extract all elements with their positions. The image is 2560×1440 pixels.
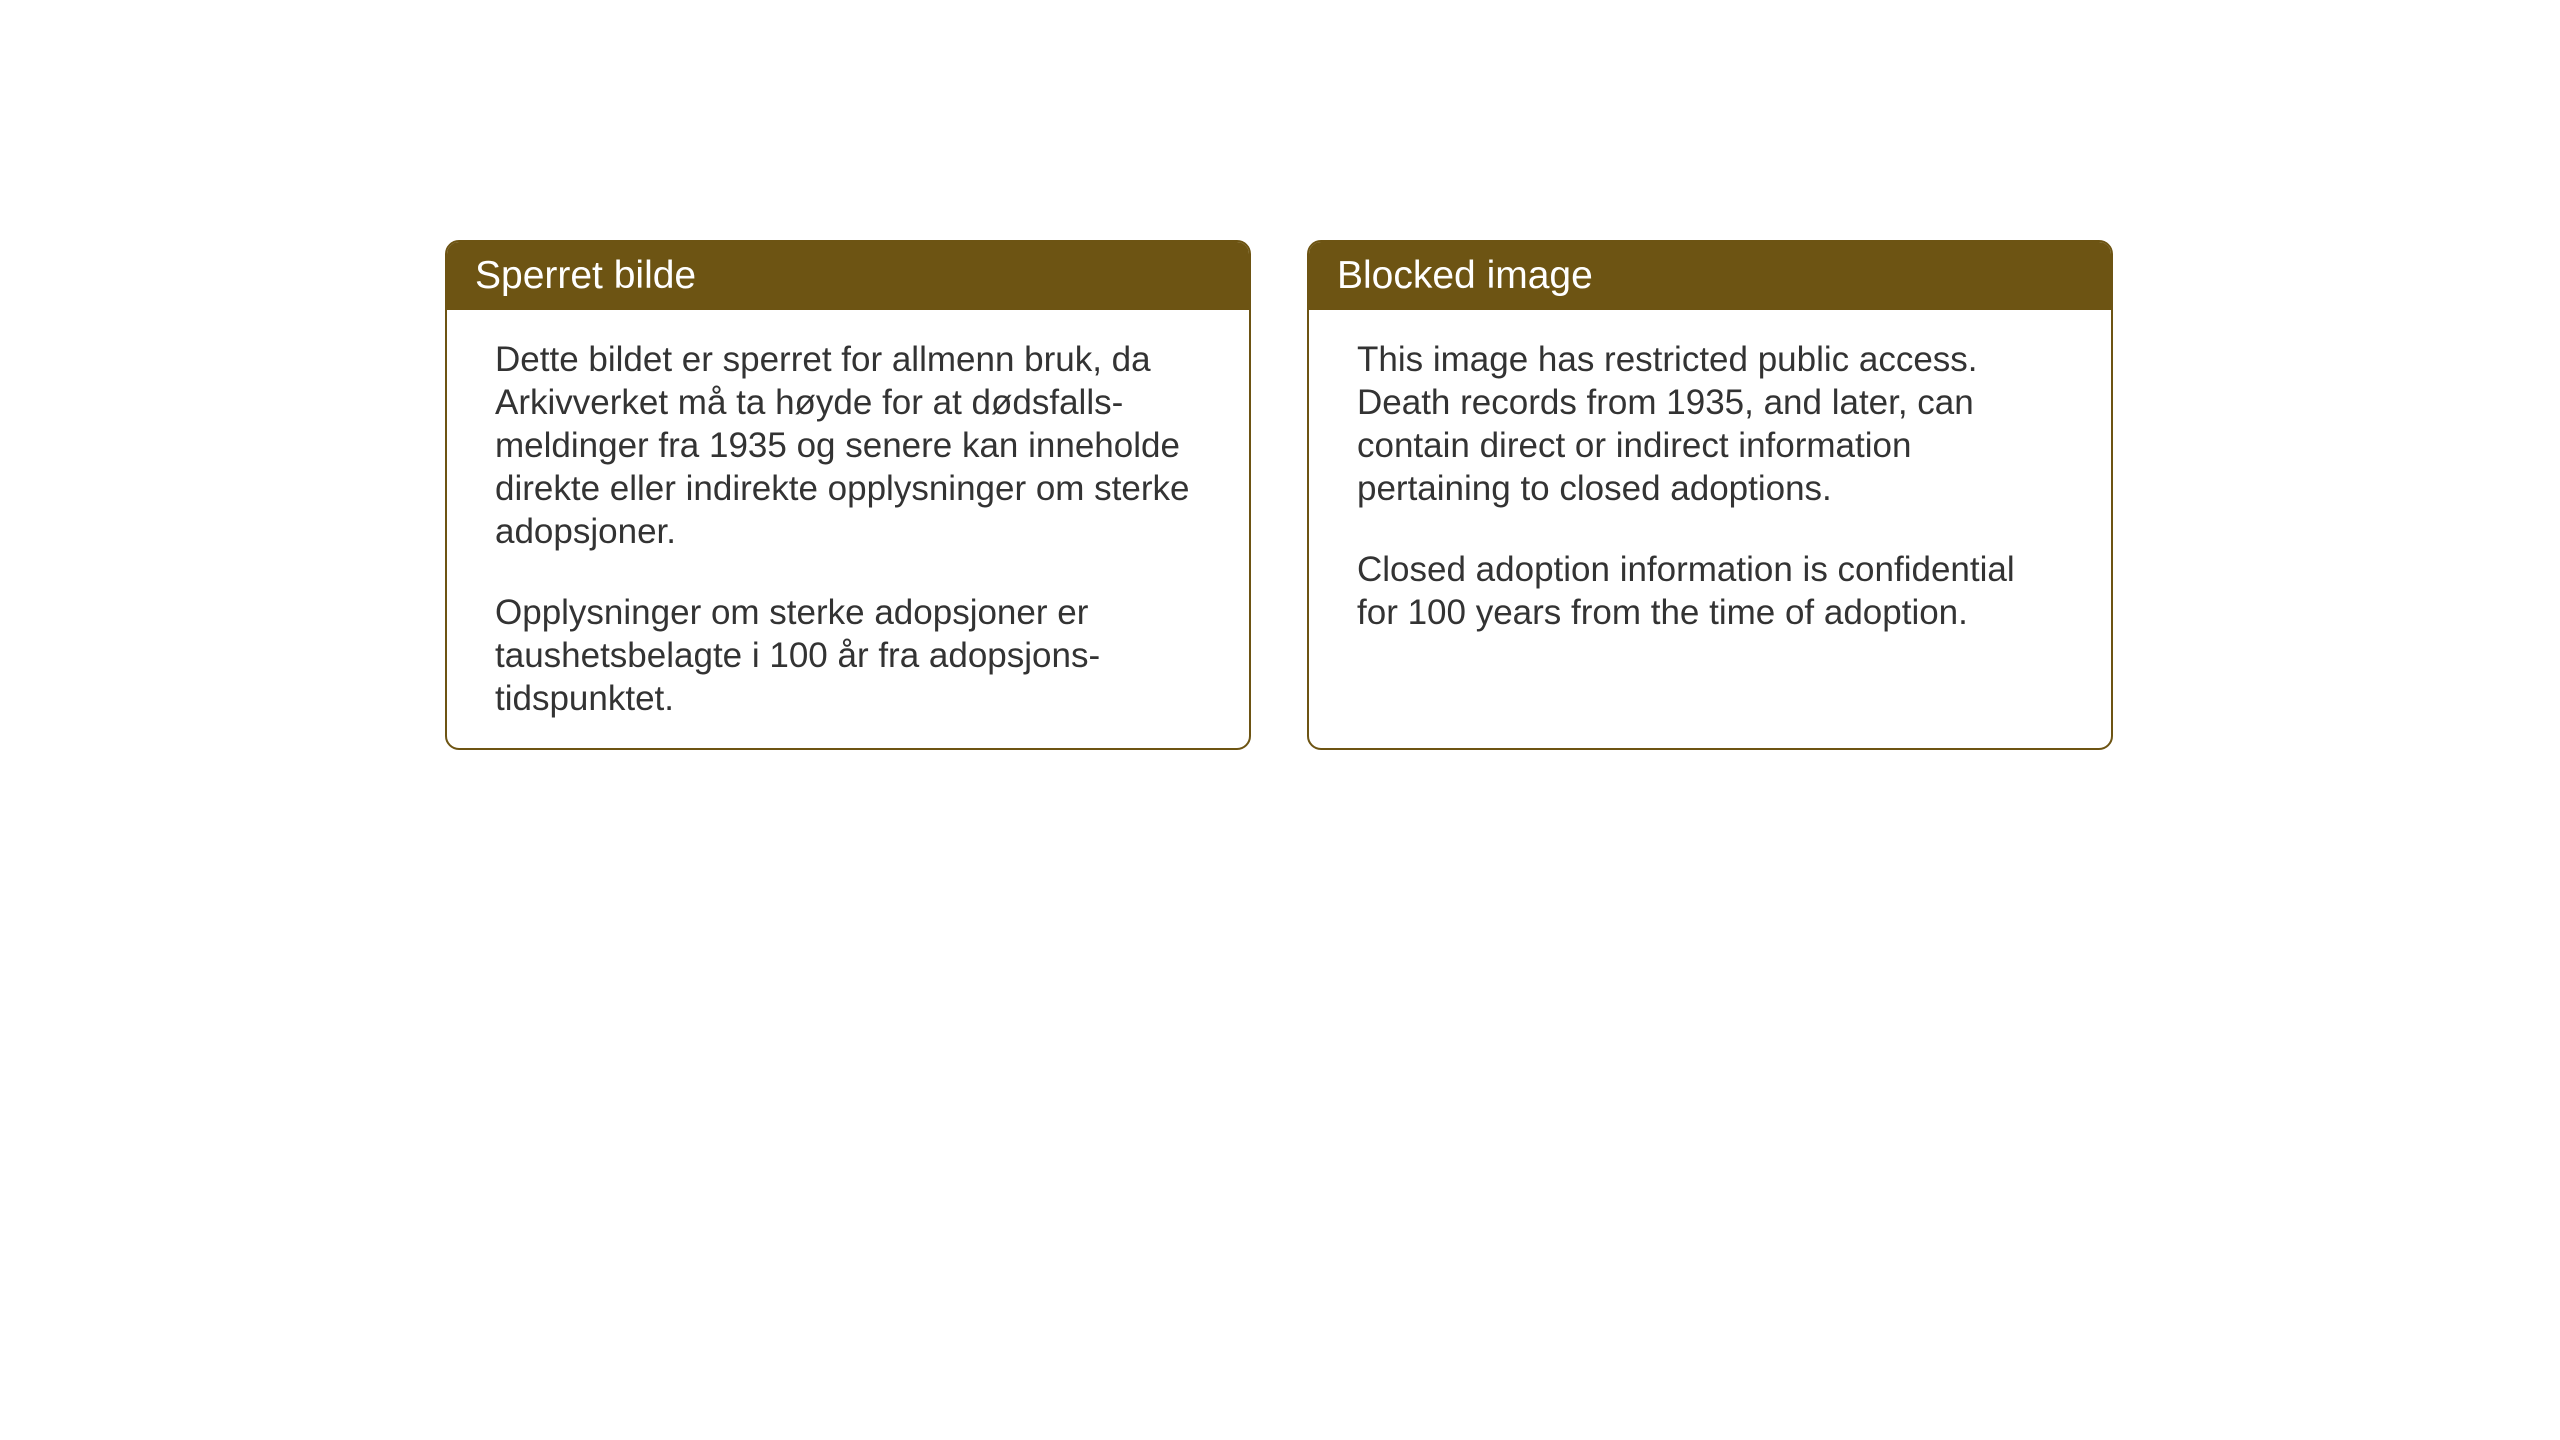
english-card-body: This image has restricted public access.…	[1309, 310, 2111, 674]
english-paragraph-2: Closed adoption information is confident…	[1357, 548, 2063, 634]
norwegian-card-body: Dette bildet er sperret for allmenn bruk…	[447, 310, 1249, 750]
norwegian-paragraph-2: Opplysninger om sterke adopsjoner er tau…	[495, 591, 1201, 720]
english-notice-card: Blocked image This image has restricted …	[1307, 240, 2113, 750]
english-paragraph-1: This image has restricted public access.…	[1357, 338, 2063, 510]
notice-container: Sperret bilde Dette bildet er sperret fo…	[445, 240, 2113, 750]
norwegian-card-title: Sperret bilde	[447, 242, 1249, 310]
norwegian-notice-card: Sperret bilde Dette bildet er sperret fo…	[445, 240, 1251, 750]
norwegian-paragraph-1: Dette bildet er sperret for allmenn bruk…	[495, 338, 1201, 553]
english-card-title: Blocked image	[1309, 242, 2111, 310]
